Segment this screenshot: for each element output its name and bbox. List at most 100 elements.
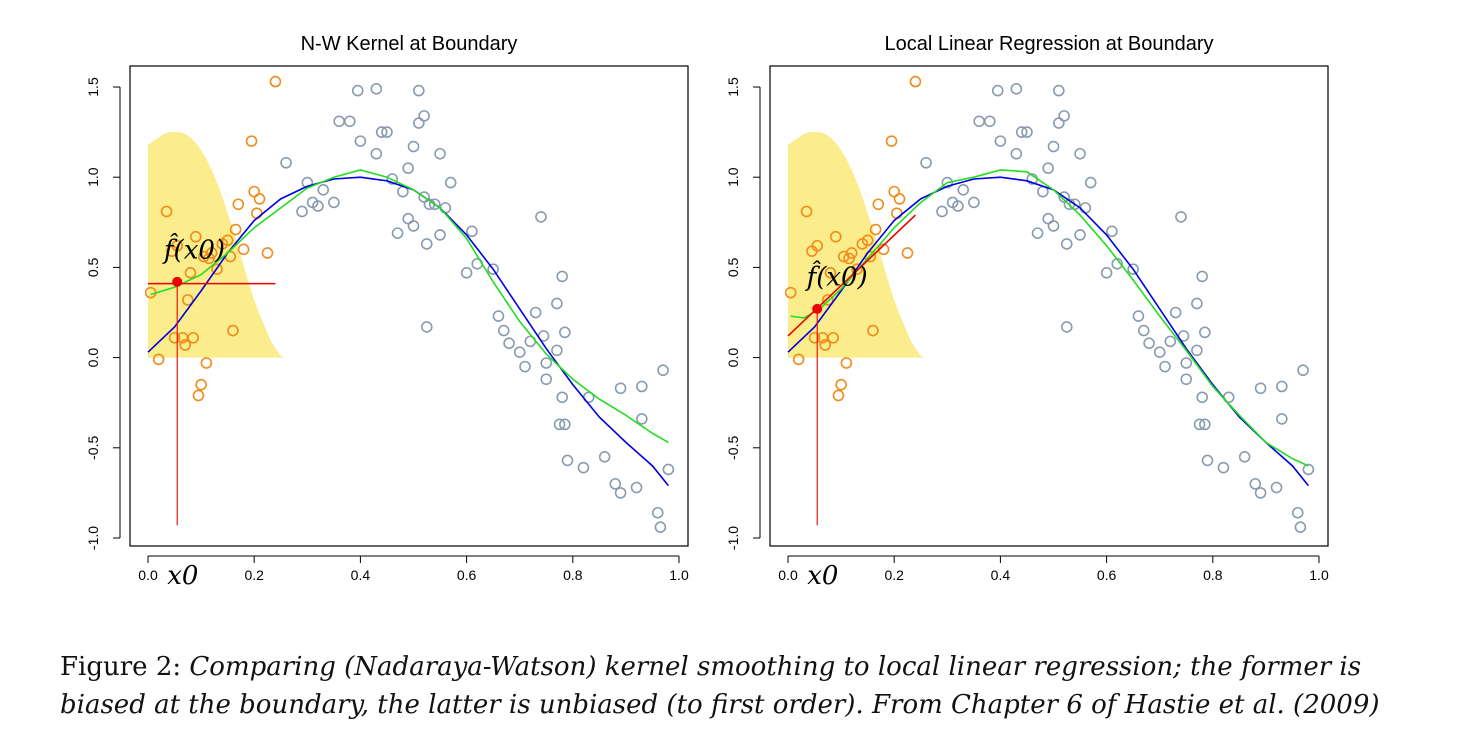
- data-point: [819, 339, 831, 351]
- data-point: [205, 247, 218, 259]
- data-point: [237, 243, 250, 256]
- data-point: [487, 263, 499, 276]
- data-point: [1053, 84, 1065, 97]
- data-point: [1201, 454, 1214, 467]
- x-tick-label: 0.0: [138, 567, 158, 583]
- data-point: [983, 115, 996, 128]
- data-point: [1010, 147, 1023, 160]
- data-point: [551, 297, 563, 310]
- x0-axis-label: x0: [807, 561, 838, 591]
- data-point: [1031, 227, 1044, 239]
- data-points: [784, 75, 1315, 533]
- data-point: [328, 196, 340, 209]
- data-point: [1180, 357, 1193, 369]
- y-tick-label: 0.5: [725, 257, 741, 277]
- data-point: [577, 461, 590, 474]
- y-tick-label: 1.5: [725, 77, 741, 97]
- y-tick-label: -0.5: [85, 436, 101, 460]
- data-point: [1297, 364, 1309, 377]
- data-point: [832, 389, 845, 402]
- data-point: [968, 196, 980, 209]
- data-point: [1047, 220, 1060, 232]
- data-point: [227, 324, 239, 337]
- data-point: [1137, 324, 1150, 337]
- data-point: [261, 247, 274, 259]
- x0-axis-label: x0: [167, 561, 198, 591]
- y-tick-label: -0.5: [725, 436, 741, 460]
- data-point: [1021, 126, 1033, 138]
- chart-title: N-W Kernel at Boundary: [301, 33, 518, 55]
- y-tick-label: -1.0: [85, 526, 101, 550]
- data-point: [559, 326, 571, 339]
- fhat-point: [172, 276, 183, 287]
- kernel-weight-region: [148, 132, 284, 358]
- data-point: [248, 185, 260, 198]
- data-point: [1276, 413, 1288, 425]
- data-point: [195, 378, 207, 391]
- data-point: [343, 115, 356, 128]
- data-point: [824, 267, 837, 279]
- data-point: [439, 202, 452, 214]
- data-point: [391, 227, 404, 239]
- data-point: [1053, 117, 1065, 129]
- data-point: [221, 234, 234, 247]
- data-point: [529, 306, 542, 319]
- x-tick-label: 0.6: [457, 567, 477, 583]
- data-point: [370, 83, 383, 95]
- data-point: [1084, 176, 1097, 189]
- chart-panel-1: N-W Kernel at Boundary f̂(x0) 0.0 0.2 0.4 0.6…: [85, 33, 689, 591]
- data-point: [333, 115, 345, 128]
- data-point: [952, 200, 964, 212]
- data-point: [561, 454, 574, 467]
- data-point: [1058, 110, 1070, 122]
- data-point: [1143, 337, 1155, 349]
- y-tick-label: 0.5: [85, 257, 101, 277]
- data-point: [1294, 521, 1307, 533]
- data-point: [1127, 263, 1139, 276]
- data-point: [413, 117, 425, 129]
- data-point: [1238, 451, 1251, 463]
- data-point: [861, 234, 874, 247]
- data-point: [893, 193, 906, 205]
- data-point: [936, 205, 948, 218]
- data-point: [957, 184, 970, 196]
- data-point: [407, 140, 420, 153]
- data-point: [375, 126, 388, 138]
- data-point: [211, 263, 223, 276]
- data-point: [835, 378, 847, 391]
- plot-frame: [129, 65, 689, 547]
- data-point: [553, 418, 566, 431]
- data-point: [1254, 487, 1267, 499]
- data-point: [540, 357, 553, 369]
- y-tick-label: 0.0: [85, 348, 101, 368]
- data-point: [662, 463, 675, 476]
- chart-panel-2: Local Linear Regression at Boundary f̂(x0…: [725, 33, 1329, 591]
- x-tick-label: 0.4: [351, 567, 371, 583]
- data-point: [420, 321, 433, 333]
- data-point: [1270, 481, 1283, 494]
- data-point: [792, 353, 805, 366]
- data-point: [232, 198, 245, 211]
- data-point: [192, 389, 205, 402]
- data-point: [1047, 140, 1060, 153]
- data-point: [651, 506, 664, 519]
- data-point: [182, 294, 194, 306]
- data-point: [407, 220, 420, 232]
- data-point: [609, 478, 622, 490]
- data-point: [843, 252, 855, 265]
- data-point: [280, 156, 292, 169]
- data-point: [1079, 202, 1092, 214]
- data-point: [203, 252, 215, 265]
- data-point: [229, 223, 242, 236]
- data-point: [402, 162, 414, 174]
- data-point: [630, 481, 643, 494]
- data-point: [1164, 335, 1177, 348]
- data-point: [1249, 478, 1262, 490]
- data-point: [519, 360, 531, 373]
- data-point: [840, 357, 853, 369]
- x-tick-label: 0.2: [884, 567, 904, 583]
- data-point: [891, 207, 903, 220]
- data-point: [1074, 229, 1086, 241]
- data-point: [1159, 360, 1171, 373]
- data-point: [1217, 461, 1230, 474]
